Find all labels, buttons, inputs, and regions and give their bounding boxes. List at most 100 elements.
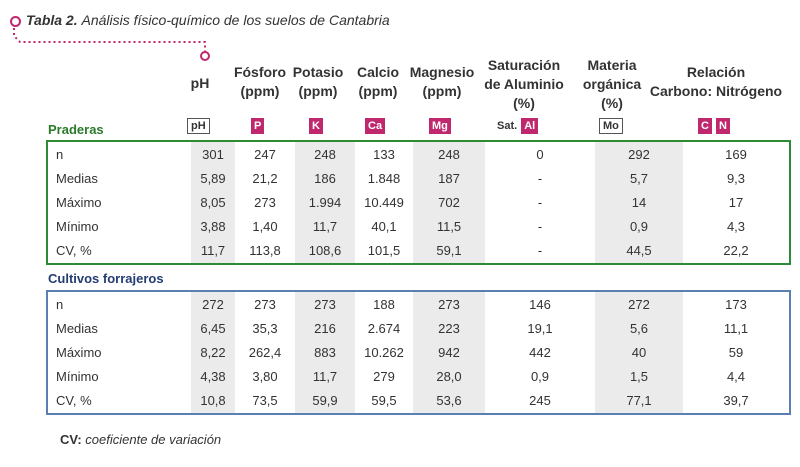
column-header-mo: Materia orgánica (%): [548, 56, 676, 113]
row-label: Medias: [56, 170, 98, 186]
table-cell-cn: 4,4: [726, 369, 746, 385]
table-cell-ph: 301: [190, 142, 235, 167]
table-cell-p: 113,8: [249, 243, 281, 259]
table-cell-mg: 28,0: [413, 364, 485, 389]
table-row: n 272 273 273 188 273 146 272 173: [48, 292, 789, 317]
table-cell-ca: 188: [373, 296, 395, 312]
table-title: Tabla 2. Análisis físico-químico de los …: [26, 12, 390, 28]
table-cell-ca: 1.848: [367, 170, 401, 186]
table-cell-mo: 44,5: [595, 238, 683, 263]
footnote-abbreviation: CV:: [60, 432, 82, 447]
table-cell-cn: 169: [725, 146, 747, 162]
table-row: Máximo 8,22 262,4 883 10.262 942 442 40 59: [48, 340, 789, 365]
row-label: Mínimo: [56, 219, 99, 235]
column-badge-group-mo: Mo: [599, 118, 623, 134]
row-label: CV, %: [56, 393, 92, 409]
table-cell-mo: 272: [595, 292, 683, 317]
table-cell-mo: 14: [595, 190, 683, 215]
element-symbol-badge: Mg: [429, 118, 451, 134]
table-cell-mo: 77,1: [595, 388, 683, 413]
row-label: Máximo: [56, 194, 102, 210]
column-header-line: Potasio: [292, 64, 344, 80]
column-badge-group-k: K: [309, 118, 323, 134]
element-symbol-badge: Mo: [599, 118, 623, 134]
table-cell-p: 273: [254, 194, 276, 210]
element-symbol-badge: Ca: [365, 118, 386, 134]
column-header-line: de Aluminio: [484, 76, 564, 92]
table-cell-ca: 279: [373, 369, 395, 385]
table-cell-mo: 292: [595, 142, 683, 167]
column-badge-group-mg: Mg: [429, 118, 451, 134]
table-cell-k: 883: [295, 340, 355, 365]
table-row: n 301 247 248 133 248 0 292 169: [48, 142, 789, 167]
table-cell-p: 35,3: [252, 320, 278, 336]
table-cell-ph: 272: [190, 292, 235, 317]
table-cell-p: 273: [254, 296, 276, 312]
column-badge-group-ca: Ca: [365, 118, 386, 134]
table-cell-mo: 5,6: [595, 316, 683, 341]
table-cell-p: 262,4: [248, 344, 282, 360]
table-cell-mg: 59,1: [413, 238, 485, 263]
column-header-line: Magnesio: [409, 64, 475, 80]
table-cell-k: 186: [295, 166, 355, 191]
table-cell-k: 248: [295, 142, 355, 167]
table-cell-ca: 10.262: [364, 344, 404, 360]
row-label: Mínimo: [56, 369, 99, 385]
table-cell-p: 21,2: [252, 170, 278, 186]
table-cell-mo: 5,7: [595, 166, 683, 191]
element-symbol-badge: Al: [521, 118, 539, 134]
element-symbol-badge: P: [251, 118, 265, 134]
row-label: Máximo: [56, 344, 102, 360]
table-cell-al: 442: [529, 344, 551, 360]
column-header-ca: Calcio (ppm): [329, 63, 427, 101]
table-cell-k: 11,7: [295, 214, 355, 239]
table-cell-mg: 11,5: [413, 214, 485, 239]
footnote: CV: coeficiente de variación: [60, 432, 221, 447]
title-bullet-icon: [10, 16, 21, 27]
table-row: Máximo 8,05 273 1.994 10.449 702 - 14 17: [48, 190, 789, 215]
column-header-line: Saturación: [487, 57, 561, 73]
table-number: Tabla 2.: [26, 12, 78, 28]
row-label: n: [56, 296, 64, 312]
table-cell-ph: 3,88: [190, 214, 235, 239]
table-cell-k: 216: [295, 316, 355, 341]
table-cell-cn: 59: [728, 344, 744, 360]
table-cell-cn: 39,7: [723, 393, 749, 409]
column-header-al: Saturación de Aluminio (%): [449, 56, 599, 113]
column-header-line: Carbono: Nitrógeno: [649, 83, 783, 99]
column-header-line: (%): [601, 95, 623, 111]
column-badge-group-ph: pH: [187, 118, 210, 134]
table-cell-ph: 10,8: [190, 388, 235, 413]
table-cell-k: 108,6: [295, 238, 355, 263]
table-cell-mg: 248: [413, 142, 485, 167]
table-row: Medias 6,45 35,3 216 2.674 223 19,1 5,6 11,1: [48, 316, 789, 341]
column-header-line: Materia: [587, 57, 637, 73]
element-symbol-badge: K: [309, 118, 323, 134]
table-cell-ca: 59,5: [371, 393, 397, 409]
table-cell-al: 146: [529, 296, 551, 312]
table-cell-p: 73,5: [252, 393, 278, 409]
column-header-mg: Magnesio (ppm): [386, 63, 498, 101]
table-cell-k: 1.994: [295, 190, 355, 215]
table-cell-al: -: [537, 219, 543, 235]
row-label: CV, %: [56, 243, 92, 259]
table-cell-cn: 173: [725, 296, 747, 312]
column-badge-group-al: Sat. Al: [497, 118, 539, 134]
column-header-line: (%): [513, 95, 535, 111]
table-caption: Análisis físico-químico de los suelos de…: [81, 12, 390, 28]
column-header-ph: pH: [158, 74, 242, 93]
table-cell-cn: 9,3: [726, 170, 746, 186]
table-cell-ca: 2.674: [367, 320, 401, 336]
table-cell-ph: 4,38: [190, 364, 235, 389]
table-cell-mg: 273: [413, 292, 485, 317]
table-cell-al: 0: [536, 146, 544, 162]
table-cell-ca: 101,5: [367, 243, 401, 259]
table-cell-al: 0,9: [530, 369, 550, 385]
column-header-line: Fósforo: [233, 64, 287, 80]
row-label: n: [56, 146, 64, 162]
table-cell-p: 3,80: [252, 369, 278, 385]
table-cell-ph: 11,7: [190, 238, 235, 263]
column-header-line: (ppm): [298, 83, 338, 99]
table-cell-mg: 53,6: [413, 388, 485, 413]
table-cell-ca: 133: [373, 146, 395, 162]
